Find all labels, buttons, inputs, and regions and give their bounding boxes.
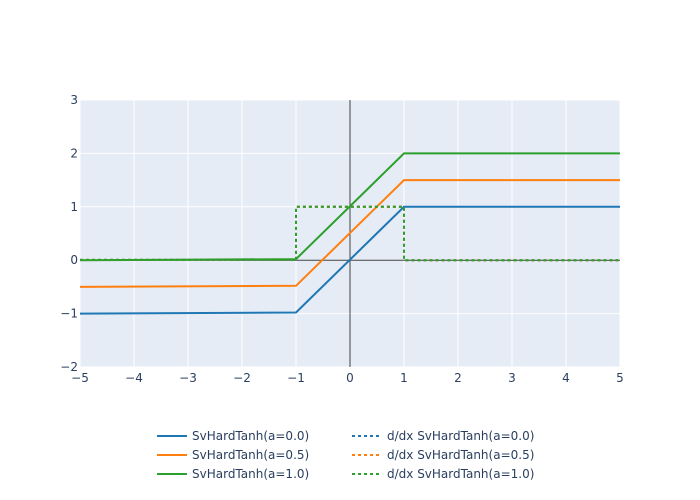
x-tick-label: −5 <box>71 371 89 385</box>
y-tick-label: 0 <box>70 253 78 267</box>
legend-label: d/dx SvHardTanh(a=0.0) <box>387 429 534 443</box>
x-tick-label: 0 <box>346 371 354 385</box>
legend-item-1[interactable]: SvHardTanh(a=0.0) <box>157 429 309 443</box>
legend-item-5[interactable]: d/dx SvHardTanh(a=0.5) <box>352 448 534 462</box>
series-layer <box>79 152 620 315</box>
x-tick-label: 3 <box>508 371 516 385</box>
legend-label: SvHardTanh(a=0.0) <box>192 429 309 443</box>
y-tick-label: −1 <box>60 307 78 321</box>
legend-label: d/dx SvHardTanh(a=0.5) <box>387 448 534 462</box>
x-tick-label: −4 <box>125 371 143 385</box>
legend: SvHardTanh(a=0.0) SvHardTanh(a=0.5) SvHard… <box>157 429 534 481</box>
series-line-6 <box>80 205 620 262</box>
x-tick-label: −2 <box>233 371 251 385</box>
tick-labels: −5 −4 −3 −2 −1 0 1 2 3 4 5 −2 −1 0 1 2 3 <box>60 93 624 385</box>
series-line-1 <box>79 205 620 315</box>
legend-item-4[interactable]: d/dx SvHardTanh(a=0.0) <box>352 429 534 443</box>
x-tick-label: 5 <box>616 371 624 385</box>
x-tick-label: 2 <box>454 371 462 385</box>
legend-label: d/dx SvHardTanh(a=1.0) <box>387 467 534 481</box>
y-tick-label: −2 <box>60 360 78 374</box>
series-line-2 <box>79 179 620 288</box>
legend-label: SvHardTanh(a=1.0) <box>192 467 309 481</box>
y-tick-label: 2 <box>70 146 78 160</box>
x-tick-label: −1 <box>287 371 305 385</box>
legend-item-2[interactable]: SvHardTanh(a=0.5) <box>157 448 309 462</box>
x-tick-label: −3 <box>179 371 197 385</box>
x-tick-label: 1 <box>400 371 408 385</box>
legend-label: SvHardTanh(a=0.5) <box>192 448 309 462</box>
y-tick-label: 1 <box>70 200 78 214</box>
legend-item-3[interactable]: SvHardTanh(a=1.0) <box>157 467 309 481</box>
legend-item-6[interactable]: d/dx SvHardTanh(a=1.0) <box>352 467 534 481</box>
x-tick-label: 4 <box>562 371 570 385</box>
y-tick-label: 3 <box>70 93 78 107</box>
